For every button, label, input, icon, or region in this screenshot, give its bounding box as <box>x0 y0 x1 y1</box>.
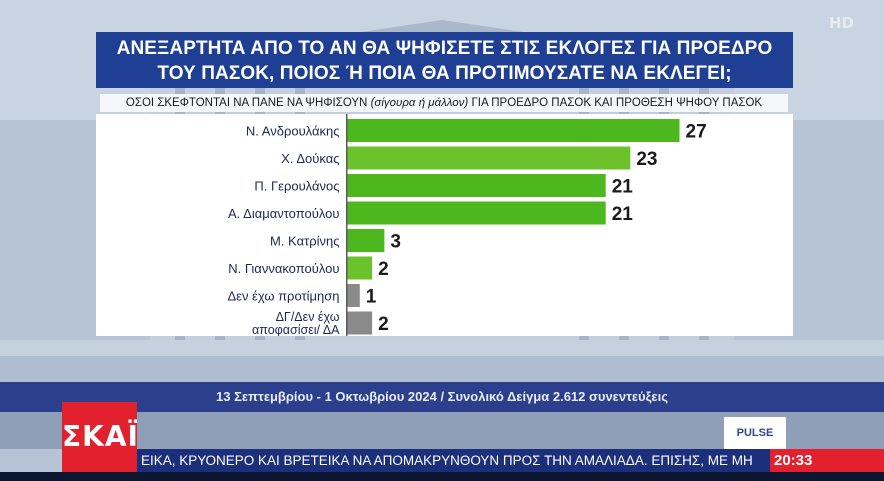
bar-1 <box>347 146 631 170</box>
bottom-strip <box>0 472 884 481</box>
category-label-5: Ν. Γιαννακοπούλου <box>228 261 339 276</box>
ticker-text: ΕΙΚΑ, ΚΡΥΟΝΕΡΟ ΚΑΙ ΒΡΕΤΕΙΚΑ ΝΑ ΑΠΟΜΑΚΡΥΝ… <box>141 453 753 468</box>
category-label-4: Μ. Κατρίνης <box>270 234 340 249</box>
bar-2 <box>347 174 606 197</box>
pulse-logo: PULSE <box>724 417 786 449</box>
bar-4 <box>347 229 385 252</box>
bar-5 <box>347 256 373 280</box>
chart-subtitle: ΟΣΟΙ ΣΚΕΦΤΟΝΤΑΙ ΝΑ ΠΑΝΕ ΝΑ ΨΗΦΙΣΟΥΝ (σίγ… <box>100 94 788 112</box>
chart-title: ΑΝΕΞΑΡΤΗΤΑ ΑΠΟ ΤΟ ΑΝ ΘΑ ΨΗΦΙΣΕΤΕ ΣΤΙΣ ΕΚ… <box>96 32 793 88</box>
category-label-7: ΔΓ/Δεν έχω αποφασίσει/ ΔΑ <box>252 310 340 336</box>
value-label-4: 3 <box>390 232 401 253</box>
value-label-7: 2 <box>378 314 389 335</box>
clock: 20:33 <box>770 449 884 472</box>
poll-footer: 13 Σεπτεμβρίου - 1 Οκτωβρίου 2024 / Συνο… <box>0 382 884 412</box>
category-label-1: Χ. Δούκας <box>281 151 339 166</box>
value-label-6: 1 <box>366 287 377 308</box>
value-label-0: 27 <box>686 122 707 143</box>
bar-7 <box>347 311 373 335</box>
value-label-3: 21 <box>612 204 634 225</box>
hd-badge: HD <box>828 14 854 32</box>
value-label-5: 2 <box>378 259 389 280</box>
category-label-3: Α. Διαμαντοπούλου <box>228 206 340 221</box>
bar-3 <box>347 201 606 225</box>
subtitle-part-b: (σίγουρα ή μάλλον) <box>370 97 469 109</box>
value-label-2: 21 <box>612 177 634 198</box>
title-line-2: ΤΟΥ ΠΑΣΟΚ, ΠΟΙΟΣ Ή ΠΟΙΑ ΘΑ ΠΡΟΤΙΜΟΥΣΑΤΕ … <box>157 63 732 84</box>
category-label-2: Π. Γερουλάνος <box>254 179 339 194</box>
title-line-1: ΑΝΕΞΑΡΤΗΤΑ ΑΠΟ ΤΟ ΑΝ ΘΑ ΨΗΦΙΣΕΤΕ ΣΤΙΣ ΕΚ… <box>116 38 773 59</box>
skai-logo: ΣΚΑΪ <box>62 402 138 472</box>
bar-6 <box>347 284 360 307</box>
bar-0 <box>347 119 680 142</box>
news-ticker: ΕΙΚΑ, ΚΡΥΟΝΕΡΟ ΚΑΙ ΒΡΕΤΕΙΚΑ ΝΑ ΑΠΟΜΑΚΡΥΝ… <box>137 449 770 472</box>
value-label-1: 23 <box>636 149 657 170</box>
subtitle-part-c: ΓΙΑ ΠΡΟΕΔΡΟ ΠΑΣΟΚ ΚΑΙ ΠΡΟΘΕΣΗ ΨΗΦΟΥ ΠΑΣΟ… <box>468 97 763 109</box>
category-label-0: Ν. Ανδρουλάκης <box>246 124 340 139</box>
category-label-6: Δεν έχω προτίμηση <box>227 289 339 304</box>
subtitle-part-a: ΟΣΟΙ ΣΚΕΦΤΟΝΤΑΙ ΝΑ ΠΑΝΕ ΝΑ ΨΗΦΙΣΟΥΝ <box>125 97 371 109</box>
